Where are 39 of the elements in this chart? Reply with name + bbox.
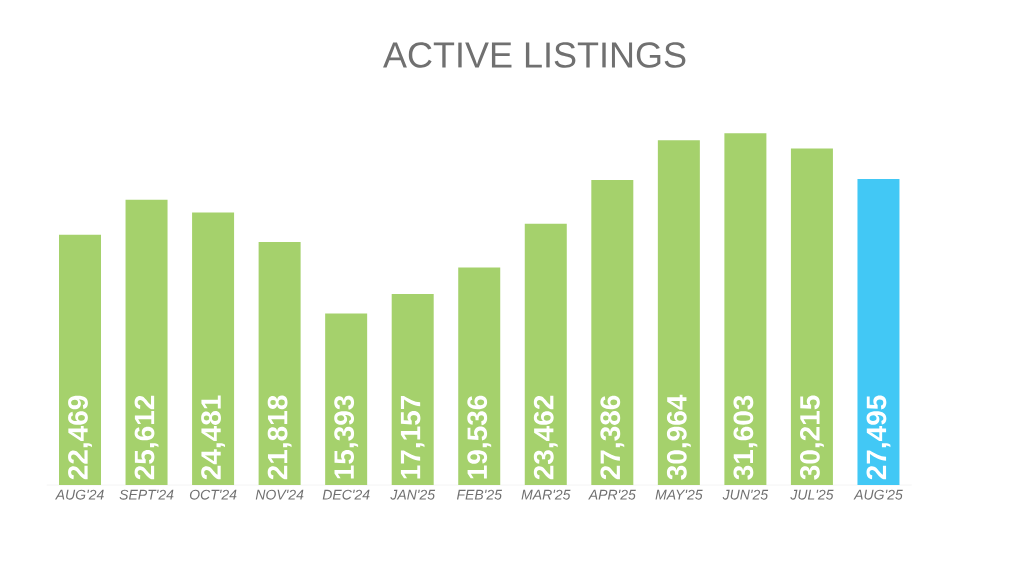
bar xyxy=(657,140,700,485)
chart-title: ACTIVE LISTINGS xyxy=(383,42,686,68)
bar xyxy=(192,212,235,485)
x-tick-label: MAY'25 xyxy=(655,489,703,500)
x-tick-label: JUN'25 xyxy=(722,489,769,500)
bar xyxy=(59,234,102,485)
data-label: 27,495 xyxy=(866,395,891,480)
bar xyxy=(125,199,168,485)
x-tick-label: AUG'25 xyxy=(853,489,903,500)
data-label: 17,157 xyxy=(400,395,425,479)
bar xyxy=(391,293,434,485)
data-label: 30,215 xyxy=(799,395,824,480)
x-tick-label: NOV'24 xyxy=(255,489,304,500)
bar xyxy=(258,242,301,485)
data-label: 30,964 xyxy=(666,394,691,480)
x-tick-label: DEC'24 xyxy=(322,489,370,500)
data-label: 27,386 xyxy=(600,395,625,480)
x-tick-label: JAN'25 xyxy=(390,489,436,500)
data-label: 19,536 xyxy=(467,395,492,479)
bar xyxy=(790,148,833,485)
data-label: 23,462 xyxy=(533,395,558,480)
data-label: 22,469 xyxy=(68,395,92,480)
data-label: 15,393 xyxy=(334,395,359,479)
bar xyxy=(857,178,900,485)
x-tick-label: MAR'25 xyxy=(521,489,571,500)
bar xyxy=(524,223,567,485)
bar xyxy=(724,133,767,485)
x-tick-label: OCT'24 xyxy=(189,489,237,500)
x-tick-label: APR'25 xyxy=(588,489,636,500)
bar xyxy=(591,180,634,485)
x-tick-label: JUL'25 xyxy=(790,489,834,500)
x-tick-label: AUG'24 xyxy=(55,489,104,500)
data-label: 31,603 xyxy=(733,395,758,480)
x-tick-label: FEB'25 xyxy=(456,489,503,500)
data-label: 25,612 xyxy=(134,395,159,480)
data-label: 21,818 xyxy=(267,395,292,480)
bar xyxy=(458,267,501,485)
data-label: 24,481 xyxy=(201,395,226,480)
x-tick-label: SEPT'24 xyxy=(119,489,174,500)
